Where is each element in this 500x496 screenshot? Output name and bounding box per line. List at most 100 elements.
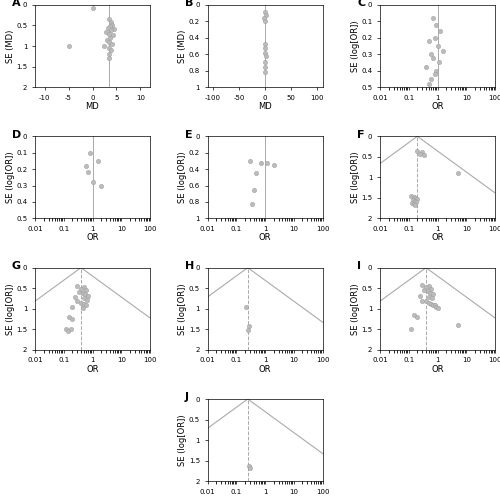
Point <box>106 15 114 23</box>
Point <box>412 201 420 209</box>
Point <box>414 147 422 155</box>
Point <box>412 194 420 202</box>
Point <box>410 200 418 208</box>
Text: F: F <box>357 130 364 140</box>
Point <box>425 37 433 45</box>
Point <box>110 25 118 33</box>
Point <box>74 282 82 290</box>
Point <box>78 289 86 297</box>
Y-axis label: SE (log[OR]): SE (log[OR]) <box>178 283 188 334</box>
Point <box>106 34 114 42</box>
Point <box>427 300 435 308</box>
Text: B: B <box>184 0 193 8</box>
Point <box>418 281 426 289</box>
Point <box>80 295 88 303</box>
Point <box>418 297 426 305</box>
Y-axis label: SE (log[OR]): SE (log[OR]) <box>178 152 187 203</box>
Point <box>427 50 435 58</box>
Point <box>80 300 88 308</box>
Point <box>425 299 433 307</box>
X-axis label: OR: OR <box>259 365 271 374</box>
Point <box>418 148 426 156</box>
Point <box>100 42 108 50</box>
Point <box>88 179 96 186</box>
Point <box>414 313 422 321</box>
Point <box>262 17 270 25</box>
Point <box>108 31 116 39</box>
Point <box>422 283 430 291</box>
Point <box>250 186 258 193</box>
Point <box>262 11 270 19</box>
Point <box>71 293 79 301</box>
Point <box>413 195 421 203</box>
X-axis label: OR: OR <box>86 234 99 243</box>
Point <box>264 159 272 167</box>
Point <box>84 292 92 300</box>
Point <box>106 38 114 46</box>
Point <box>106 50 114 58</box>
Point <box>62 325 70 333</box>
Point <box>82 286 90 294</box>
Point <box>407 192 415 200</box>
Point <box>86 149 94 157</box>
Point <box>77 299 85 307</box>
Point <box>429 290 437 298</box>
Point <box>416 293 424 301</box>
Point <box>270 161 278 169</box>
Point <box>261 68 269 76</box>
Point <box>261 59 269 66</box>
Point <box>438 47 446 55</box>
X-axis label: MD: MD <box>258 102 272 111</box>
Point <box>65 313 73 321</box>
Point <box>94 157 102 165</box>
Point <box>68 315 76 323</box>
X-axis label: OR: OR <box>431 365 444 374</box>
Point <box>261 7 269 15</box>
Point <box>424 288 432 296</box>
Point <box>425 282 433 290</box>
Point <box>422 298 430 306</box>
Point <box>454 321 462 329</box>
Point <box>432 21 440 29</box>
Point <box>81 290 89 298</box>
Y-axis label: SE (log[OR]): SE (log[OR]) <box>6 152 15 203</box>
Y-axis label: SE (log[OR]): SE (log[OR]) <box>178 414 188 466</box>
Point <box>432 303 440 310</box>
Point <box>106 44 114 52</box>
Y-axis label: SE (log[OR]): SE (log[OR]) <box>350 20 360 72</box>
Point <box>434 304 442 312</box>
Point <box>260 14 268 22</box>
Text: C: C <box>357 0 365 8</box>
Y-axis label: SE (MD): SE (MD) <box>6 29 15 62</box>
Y-axis label: SE (log[OR]): SE (log[OR]) <box>351 152 360 203</box>
Point <box>410 193 418 201</box>
Point <box>67 325 75 333</box>
Point <box>78 304 86 312</box>
Point <box>64 327 72 335</box>
Point <box>256 159 264 167</box>
Point <box>90 4 98 12</box>
Point <box>82 162 90 170</box>
Point <box>74 298 82 306</box>
Point <box>245 462 253 470</box>
Point <box>107 26 115 34</box>
Point <box>246 464 254 472</box>
Point <box>436 27 444 35</box>
Point <box>84 169 92 177</box>
Point <box>252 169 260 177</box>
Text: H: H <box>184 261 194 271</box>
Y-axis label: SE (MD): SE (MD) <box>178 29 187 62</box>
Point <box>409 196 417 204</box>
Point <box>432 66 440 74</box>
Point <box>410 197 418 205</box>
X-axis label: OR: OR <box>259 234 271 243</box>
Point <box>429 54 437 62</box>
Point <box>260 62 268 70</box>
Point <box>246 157 254 165</box>
Point <box>106 30 114 38</box>
Point <box>416 150 424 158</box>
Point <box>434 42 442 50</box>
Point <box>408 199 416 207</box>
Point <box>108 21 116 29</box>
Text: I: I <box>357 261 361 271</box>
